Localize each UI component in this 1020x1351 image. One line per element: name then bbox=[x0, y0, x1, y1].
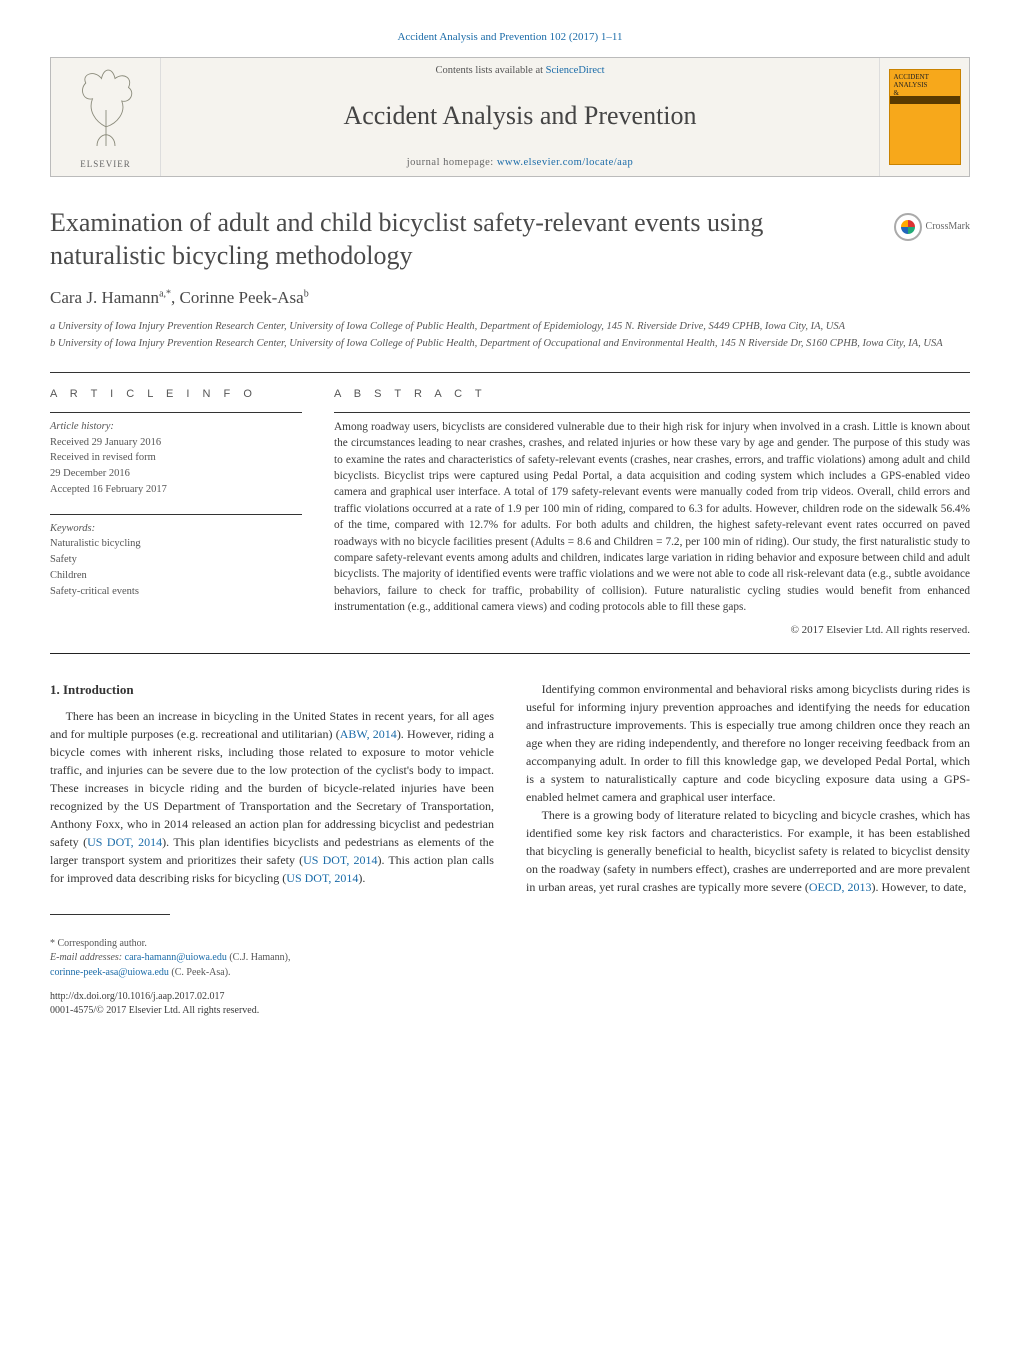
journal-banner: ELSEVIER Contents lists available at Sci… bbox=[50, 57, 970, 177]
journal-homepage-link[interactable]: www.elsevier.com/locate/aap bbox=[497, 157, 633, 168]
abstract-heading: A B S T R A C T bbox=[334, 387, 970, 402]
citation-link[interactable]: ABW, 2014 bbox=[340, 727, 397, 741]
article-title: Examination of adult and child bicyclist… bbox=[50, 207, 894, 272]
journal-homepage-line: journal homepage: www.elsevier.com/locat… bbox=[171, 156, 869, 171]
section-heading-introduction: 1. Introduction bbox=[50, 680, 494, 700]
history-revised: Received in revised form bbox=[50, 450, 302, 466]
footnote-rule bbox=[50, 914, 170, 915]
keyword: Naturalistic bicycling bbox=[50, 536, 302, 552]
contents-prefix: Contents lists available at bbox=[435, 65, 545, 76]
history-received: Received 29 January 2016 bbox=[50, 435, 302, 451]
abstract-text: Among roadway users, bicyclists are cons… bbox=[334, 412, 970, 616]
author-email-link[interactable]: cara-hamann@uiowa.edu bbox=[125, 952, 227, 963]
elsevier-tree-icon: ELSEVIER bbox=[71, 65, 141, 171]
intro-paragraph: Identifying common environmental and beh… bbox=[526, 680, 970, 806]
citation-link[interactable]: US DOT, 2014 bbox=[303, 853, 377, 867]
crossmark-label: CrossMark bbox=[926, 220, 970, 234]
intro-paragraph: There is a growing body of literature re… bbox=[526, 806, 970, 896]
divider-thick-rule bbox=[50, 653, 970, 654]
author-affil-sup: a, bbox=[159, 289, 166, 300]
body-text: ). However, riding a bicycle comes with … bbox=[50, 727, 494, 849]
email-addresses-line: E-mail addresses: cara-hamann@uiowa.edu … bbox=[50, 951, 970, 980]
keywords-block: Keywords: Naturalistic bicycling Safety … bbox=[50, 514, 302, 600]
author-name: Corinne Peek-Asa bbox=[180, 288, 304, 307]
doi-link[interactable]: http://dx.doi.org/10.1016/j.aap.2017.02.… bbox=[50, 991, 225, 1002]
article-info-column: A R T I C L E I N F O Article history: R… bbox=[50, 387, 302, 639]
citation-link[interactable]: US DOT, 2014 bbox=[87, 835, 162, 849]
homepage-prefix: journal homepage: bbox=[407, 157, 497, 168]
email-label: E-mail addresses: bbox=[50, 952, 125, 963]
doi-block: http://dx.doi.org/10.1016/j.aap.2017.02.… bbox=[50, 990, 970, 1018]
intro-paragraph: There has been an increase in bicycling … bbox=[50, 707, 494, 887]
keywords-label: Keywords: bbox=[50, 521, 302, 537]
history-label: Article history: bbox=[50, 419, 302, 435]
banner-center: Contents lists available at ScienceDirec… bbox=[161, 58, 879, 176]
email-paren: (C. Peek-Asa). bbox=[169, 967, 231, 978]
keyword: Safety-critical events bbox=[50, 584, 302, 600]
crossmark-icon bbox=[894, 213, 922, 241]
abstract-column: A B S T R A C T Among roadway users, bic… bbox=[334, 387, 970, 639]
affiliation-b: b University of Iowa Injury Prevention R… bbox=[50, 337, 970, 352]
contents-available-line: Contents lists available at ScienceDirec… bbox=[171, 64, 869, 79]
email-paren: (C.J. Hamann), bbox=[227, 952, 291, 963]
author-separator: , bbox=[171, 288, 180, 307]
affiliations-block: a University of Iowa Injury Prevention R… bbox=[50, 320, 970, 351]
author-name: Cara J. Hamann bbox=[50, 288, 159, 307]
author-affil-sup: b bbox=[304, 289, 309, 300]
body-text: ). bbox=[358, 871, 365, 885]
article-info-heading: A R T I C L E I N F O bbox=[50, 387, 302, 402]
history-revised-date: 29 December 2016 bbox=[50, 466, 302, 482]
citation-link[interactable]: OECD, 2013 bbox=[809, 880, 872, 894]
citation-link[interactable]: US DOT, 2014 bbox=[286, 871, 358, 885]
corresponding-author-footnote: * Corresponding author. E-mail addresses… bbox=[50, 937, 970, 981]
history-accepted: Accepted 16 February 2017 bbox=[50, 482, 302, 498]
keyword: Children bbox=[50, 568, 302, 584]
body-text: ). This action bbox=[377, 853, 443, 867]
publisher-label: ELSEVIER bbox=[71, 158, 141, 171]
article-history-block: Article history: Received 29 January 201… bbox=[50, 412, 302, 498]
article-body: 1. Introduction There has been an increa… bbox=[50, 680, 970, 896]
author-email-link[interactable]: corinne-peek-asa@uiowa.edu bbox=[50, 967, 169, 978]
journal-cover-block: ACCIDENT ANALYSIS & PREVENTION bbox=[879, 58, 969, 176]
authors-line: Cara J. Hamanna,*, Corinne Peek-Asab bbox=[50, 286, 970, 310]
affiliation-a: a University of Iowa Injury Prevention R… bbox=[50, 320, 970, 335]
sciencedirect-link[interactable]: ScienceDirect bbox=[546, 65, 605, 76]
body-text: ). However, to date, bbox=[872, 880, 967, 894]
keyword: Safety bbox=[50, 552, 302, 568]
journal-name: Accident Analysis and Prevention bbox=[171, 98, 869, 134]
corresponding-label: * Corresponding author. bbox=[50, 937, 970, 952]
publisher-logo-block: ELSEVIER bbox=[51, 58, 161, 176]
journal-cover-icon: ACCIDENT ANALYSIS & PREVENTION bbox=[889, 69, 961, 165]
abstract-copyright: © 2017 Elsevier Ltd. All rights reserved… bbox=[334, 623, 970, 638]
divider-rule bbox=[50, 372, 970, 373]
running-header-citation: Accident Analysis and Prevention 102 (20… bbox=[50, 30, 970, 45]
cover-line: ANALYSIS bbox=[894, 82, 956, 90]
crossmark-badge[interactable]: CrossMark bbox=[894, 213, 970, 241]
issn-copyright-line: 0001-4575/© 2017 Elsevier Ltd. All right… bbox=[50, 1005, 259, 1016]
